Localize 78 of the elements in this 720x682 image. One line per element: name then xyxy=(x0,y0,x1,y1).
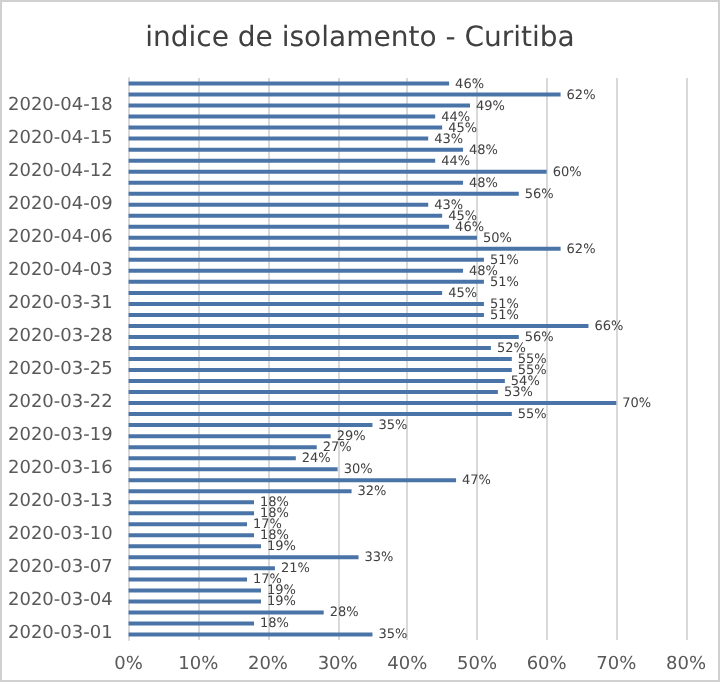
x-tick-label: 50% xyxy=(456,655,498,675)
y-tick-label: 2020-03-19 xyxy=(7,426,114,447)
x-tick-label: 60% xyxy=(526,655,568,675)
bar xyxy=(128,202,429,207)
y-tick-label: 2020-04-18 xyxy=(7,95,114,116)
y-tick-label: 2020-04-03 xyxy=(7,260,113,281)
bar xyxy=(128,268,464,273)
bar xyxy=(128,445,317,450)
y-tick-label: 2020-03-13 xyxy=(7,492,113,513)
bar xyxy=(128,279,484,284)
bar xyxy=(128,434,331,439)
bar xyxy=(128,180,464,185)
y-tick-label: 2020-03-22 xyxy=(7,393,113,414)
bar xyxy=(128,412,512,417)
y-tick-label: 2020-03-04 xyxy=(7,591,114,612)
bar xyxy=(128,544,261,549)
y-tick-label: 2020-04-06 xyxy=(7,227,114,248)
bar xyxy=(128,224,450,229)
bar xyxy=(128,92,561,97)
x-tick-label: 40% xyxy=(387,655,429,675)
bar xyxy=(128,169,547,174)
bar xyxy=(128,345,491,350)
x-tick-label: 10% xyxy=(178,655,220,675)
y-tick-label: 2020-03-16 xyxy=(7,459,114,480)
bar xyxy=(128,191,519,196)
bar xyxy=(128,533,255,538)
bar xyxy=(128,588,261,593)
y-tick-label: 2020-03-25 xyxy=(7,360,113,381)
bar xyxy=(128,235,477,240)
bar xyxy=(128,213,443,218)
bar xyxy=(128,136,429,141)
bar xyxy=(128,257,484,262)
bar xyxy=(128,312,484,317)
bar xyxy=(128,632,373,637)
bar xyxy=(128,357,512,361)
bar xyxy=(128,390,498,395)
bar xyxy=(128,489,352,494)
bar xyxy=(128,334,519,339)
bar xyxy=(128,555,359,560)
bar xyxy=(128,621,255,626)
y-tick-label: 2020-03-07 xyxy=(7,558,113,579)
bar xyxy=(128,290,443,295)
bar xyxy=(128,478,457,483)
bar xyxy=(128,577,248,582)
bar xyxy=(128,246,561,251)
bar xyxy=(128,81,450,86)
bar xyxy=(128,125,443,130)
y-tick-label: 2020-04-12 xyxy=(7,161,113,182)
bar xyxy=(128,599,261,604)
bar xyxy=(128,147,464,152)
x-tick-label: 20% xyxy=(247,655,289,675)
y-tick-label: 2020-03-28 xyxy=(7,326,114,347)
y-tick-label: 2020-03-31 xyxy=(7,293,113,314)
bar xyxy=(128,456,296,461)
bar xyxy=(128,301,484,306)
bar xyxy=(128,610,324,615)
bar xyxy=(128,566,275,571)
x-tick-label: 80% xyxy=(665,655,707,675)
x-tick-label: 0% xyxy=(114,655,144,675)
bar xyxy=(128,401,617,406)
bar xyxy=(128,423,373,428)
bar xyxy=(128,368,512,373)
y-tick-label: 2020-03-01 xyxy=(7,624,113,645)
chart-title: indice de isolamento - Curitiba xyxy=(145,22,575,54)
bar xyxy=(128,323,589,328)
bar xyxy=(128,158,436,163)
x-tick-label: 70% xyxy=(596,655,638,675)
bar xyxy=(128,511,255,516)
bar xyxy=(128,467,338,472)
bar xyxy=(128,103,471,108)
bar xyxy=(128,114,436,119)
bar xyxy=(128,522,248,527)
y-tick-label: 2020-04-09 xyxy=(7,194,114,215)
x-tick-label: 30% xyxy=(317,655,359,675)
bar xyxy=(128,500,255,505)
y-tick-label: 2020-04-15 xyxy=(7,128,113,149)
bar xyxy=(128,379,505,384)
y-tick-label: 2020-03-10 xyxy=(7,525,114,546)
